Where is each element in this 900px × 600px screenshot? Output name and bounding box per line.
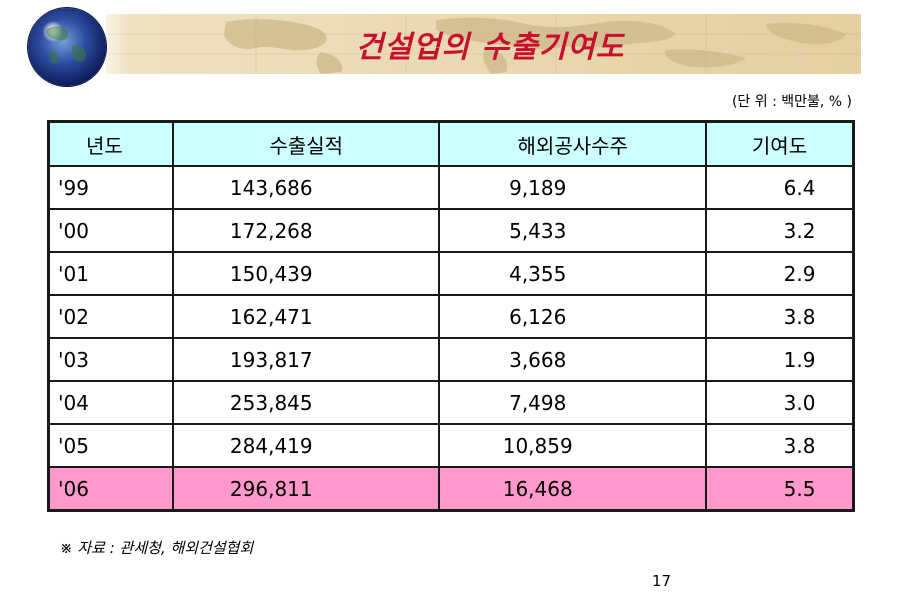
cell-contribution: 3.8 xyxy=(705,294,855,339)
cell-export: 284,419 xyxy=(172,423,441,468)
cell-overseas-orders: 16,468 xyxy=(438,466,708,512)
table-row: '04 253,845 7,498 3.0 xyxy=(47,380,855,425)
cell-contribution: 6.4 xyxy=(705,165,855,210)
table-row: '99 143,686 9,189 6.4 xyxy=(47,165,855,210)
world-map-graphic xyxy=(106,14,861,74)
table-header-row: 년도 수출실적 해외공사수주 기여도 xyxy=(47,120,855,167)
cell-export: 172,268 xyxy=(172,208,441,253)
table-row: '03 193,817 3,668 1.9 xyxy=(47,337,855,382)
header-year: 년도 xyxy=(47,120,175,167)
cell-contribution: 3.8 xyxy=(705,423,855,468)
cell-overseas-orders: 5,433 xyxy=(438,208,708,253)
cell-year: '99 xyxy=(47,165,175,210)
cell-overseas-orders: 3,668 xyxy=(438,337,708,382)
header-export: 수출실적 xyxy=(172,120,441,167)
cell-export: 162,471 xyxy=(172,294,441,339)
table-row-highlighted: '06 296,811 16,468 5.5 xyxy=(47,466,855,512)
cell-export: 193,817 xyxy=(172,337,441,382)
table-row: '01 150,439 4,355 2.9 xyxy=(47,251,855,296)
cell-year: '00 xyxy=(47,208,175,253)
cell-year: '02 xyxy=(47,294,175,339)
slide-title: 건설업의 수출기여도 xyxy=(355,30,625,65)
cell-export: 253,845 xyxy=(172,380,441,425)
world-map-banner xyxy=(106,14,861,74)
cell-overseas-orders: 10,859 xyxy=(438,423,708,468)
source-note: ※ 자료 : 관세청, 해외건설협회 xyxy=(60,539,254,557)
globe-icon xyxy=(28,8,106,86)
header-overseas-orders: 해외공사수주 xyxy=(438,120,708,167)
cell-year: '05 xyxy=(47,423,175,468)
cell-export: 296,811 xyxy=(172,466,441,512)
table-row: '05 284,419 10,859 3.8 xyxy=(47,423,855,468)
export-contribution-table: 년도 수출실적 해외공사수주 기여도 '99 143,686 9,189 6.4… xyxy=(47,120,855,512)
cell-contribution: 2.9 xyxy=(705,251,855,296)
cell-export: 143,686 xyxy=(172,165,441,210)
cell-overseas-orders: 6,126 xyxy=(438,294,708,339)
cell-overseas-orders: 7,498 xyxy=(438,380,708,425)
cell-year: '06 xyxy=(47,466,175,512)
cell-year: '01 xyxy=(47,251,175,296)
table-row: '00 172,268 5,433 3.2 xyxy=(47,208,855,253)
cell-contribution: 3.0 xyxy=(705,380,855,425)
cell-contribution: 3.2 xyxy=(705,208,855,253)
cell-export: 150,439 xyxy=(172,251,441,296)
cell-contribution: 1.9 xyxy=(705,337,855,382)
cell-overseas-orders: 4,355 xyxy=(438,251,708,296)
header-contribution: 기여도 xyxy=(705,120,855,167)
unit-note: (단 위 : 백만불, % ) xyxy=(731,94,852,110)
cell-overseas-orders: 9,189 xyxy=(438,165,708,210)
cell-year: '04 xyxy=(47,380,175,425)
page-number: 17 xyxy=(652,572,672,590)
table-row: '02 162,471 6,126 3.8 xyxy=(47,294,855,339)
cell-contribution: 5.5 xyxy=(705,466,855,512)
cell-year: '03 xyxy=(47,337,175,382)
